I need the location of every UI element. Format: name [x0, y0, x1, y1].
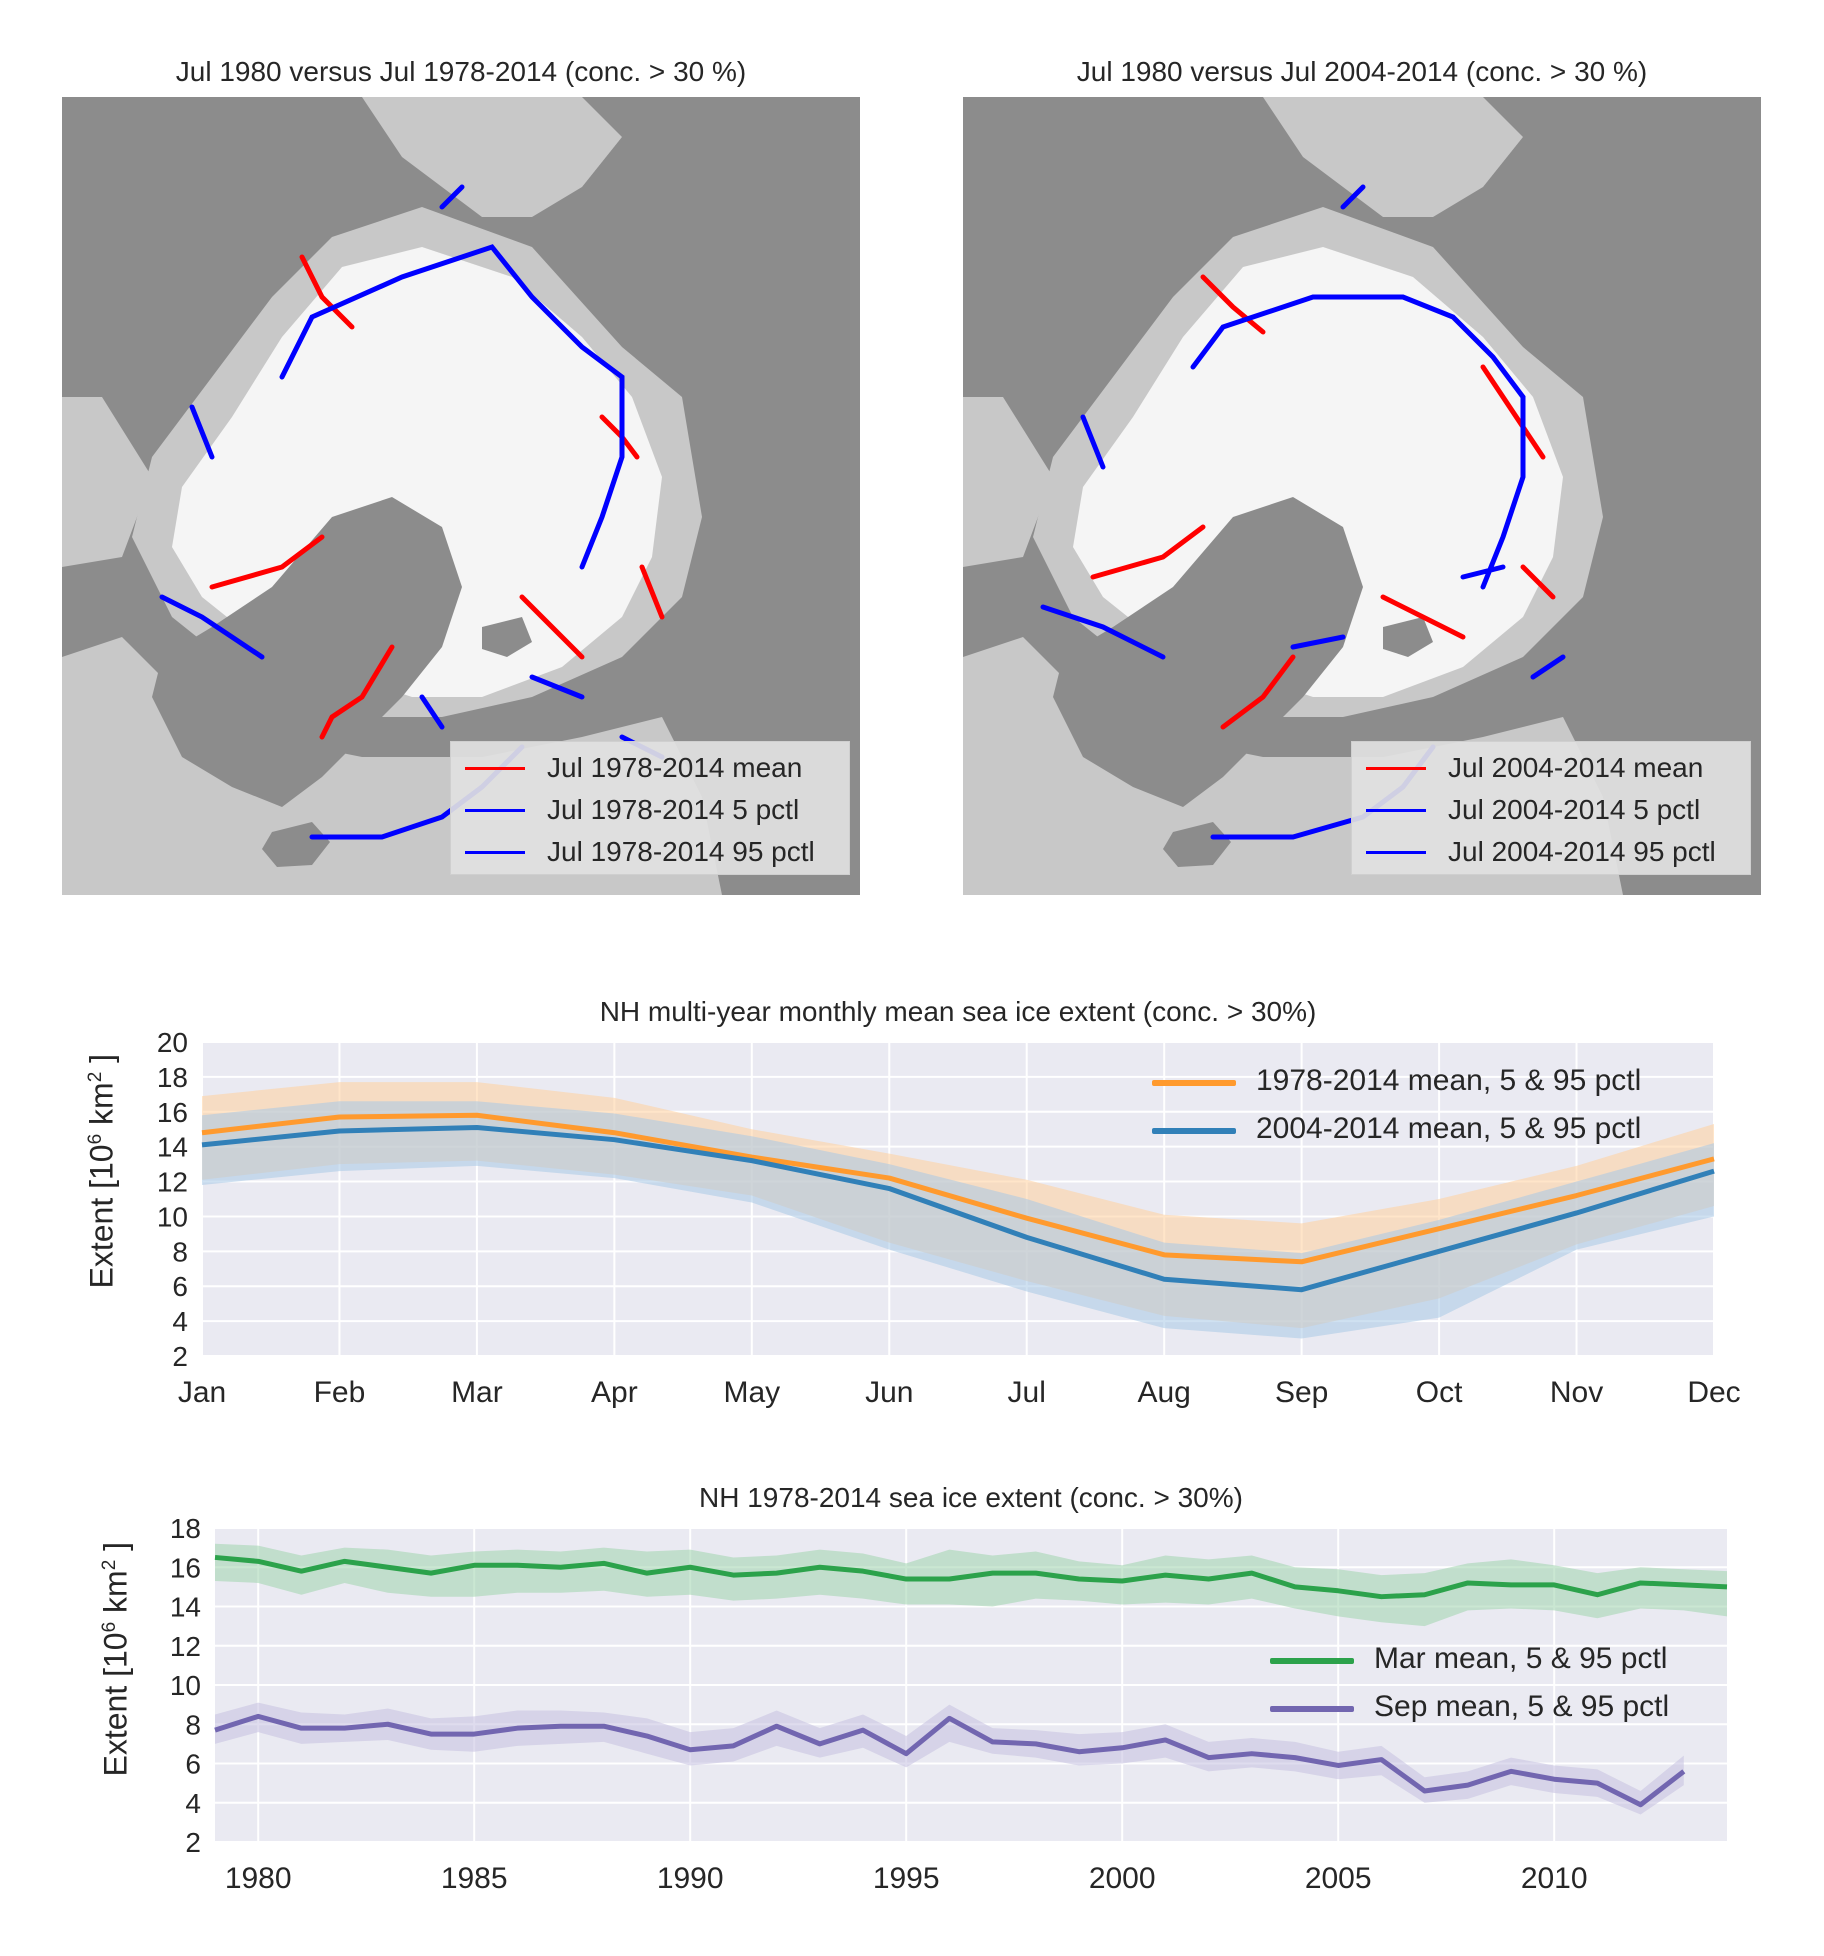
map-left-title: Jul 1980 versus Jul 1978-2014 (conc. > 3… — [175, 56, 747, 87]
series-line-1 — [201, 1124, 1715, 1293]
svalbard-landmass — [482, 617, 532, 657]
series-band-1 — [215, 1702, 1684, 1815]
x-tick-label: Apr — [591, 1376, 638, 1409]
series-line-0 — [201, 1112, 1715, 1265]
x-tick-label: Aug — [1137, 1376, 1190, 1409]
x-tick-label: Oct — [1416, 1376, 1463, 1409]
y-tick-label: 8 — [185, 1709, 201, 1740]
x-tick-label: 1985 — [441, 1862, 508, 1895]
ocean-hudson — [62, 397, 152, 567]
y-tick-label: 8 — [172, 1236, 188, 1267]
legend-label: Jul 1978-2014 95 pctl — [547, 836, 815, 867]
x-tick-label: Nov — [1550, 1376, 1603, 1409]
greenland-landmass — [152, 497, 462, 807]
map-right: Jul 2004-2014 mean Jul 2004-2014 5 pctl … — [963, 97, 1761, 895]
map-left-legend: Jul 1978-2014 mean Jul 1978-2014 5 pctl … — [450, 741, 850, 875]
legend-2004-swatch — [1152, 1128, 1236, 1134]
x-tick-label: Jun — [865, 1376, 913, 1409]
chart-annual: 2 4 6 8 10 12 14 16 18 1980 1985 1990 1995 2000 2005 20… — [170, 1513, 1728, 1895]
x-tick-label: Feb — [314, 1376, 366, 1409]
x-tick-label: 1990 — [657, 1862, 724, 1895]
legend-label: 1978-2014 mean, 5 & 95 pctl — [1256, 1064, 1642, 1097]
y-tick-label: 14 — [157, 1132, 188, 1163]
map-right-legend: Jul 2004-2014 mean Jul 2004-2014 5 pctl … — [1351, 741, 1751, 875]
legend-95pctl-swatch — [1366, 851, 1426, 854]
legend-mean-swatch — [1366, 767, 1426, 770]
x-tick-label: Mar — [451, 1376, 503, 1409]
y-tick-label: 12 — [170, 1631, 201, 1662]
x-tick-label: 2010 — [1521, 1862, 1588, 1895]
x-tick-label: May — [723, 1376, 780, 1409]
y-tick-label: 16 — [170, 1552, 201, 1583]
legend-label: Jul 2004-2014 mean — [1448, 752, 1704, 783]
x-tick-label: Jan — [178, 1376, 226, 1409]
iceland-landmass — [262, 822, 330, 867]
legend-95pctl-swatch — [465, 851, 525, 854]
x-tick-label: Dec — [1687, 1376, 1740, 1409]
x-tick-label: 1980 — [225, 1862, 292, 1895]
legend-label: 2004-2014 mean, 5 & 95 pctl — [1256, 1112, 1642, 1145]
x-tick-label: Jul — [1008, 1376, 1046, 1409]
chart-monthly-title: NH multi-year monthly mean sea ice exten… — [599, 996, 1317, 1027]
legend-label: Jul 1978-2014 mean — [547, 752, 803, 783]
series-line-1 — [214, 1713, 1686, 1808]
legend-sep-swatch — [1270, 1706, 1354, 1712]
legend-item: Jul 1978-2014 95 pctl — [451, 832, 849, 872]
legend-label: Jul 2004-2014 5 pctl — [1448, 794, 1701, 825]
legend-item: Jul 2004-2014 95 pctl — [1352, 832, 1750, 872]
x-tick-label: Sep — [1275, 1376, 1328, 1409]
ocean-hudson — [963, 397, 1053, 567]
y-tick-label: 10 — [157, 1201, 188, 1232]
y-tick-label: 6 — [172, 1271, 188, 1302]
legend-5pctl-swatch — [465, 809, 525, 812]
y-tick-label: 16 — [157, 1097, 188, 1128]
legend-item: Jul 2004-2014 5 pctl — [1352, 790, 1750, 830]
legend-item: Jul 2004-2014 mean — [1352, 748, 1750, 788]
legend-label: Sep mean, 5 & 95 pctl — [1374, 1690, 1670, 1723]
iceland-landmass — [1163, 822, 1231, 867]
legend-5pctl-swatch — [1366, 809, 1426, 812]
y-tick-label: 2 — [172, 1341, 188, 1372]
y-tick-label: 4 — [172, 1306, 188, 1337]
x-tick-label: 1995 — [873, 1862, 940, 1895]
legend-label: Jul 1978-2014 5 pctl — [547, 794, 800, 825]
y-tick-label: 4 — [185, 1788, 201, 1819]
y-tick-label: 2 — [185, 1827, 201, 1858]
legend-mean-swatch — [465, 767, 525, 770]
y-tick-label: 18 — [157, 1062, 188, 1093]
series-line-0 — [214, 1554, 1728, 1600]
y-tick-label: 20 — [157, 1027, 188, 1058]
y-tick-label: 12 — [157, 1167, 188, 1198]
svalbard-landmass — [1383, 617, 1433, 657]
ocean-north-pacific — [1263, 97, 1523, 217]
y-tick-label: 14 — [170, 1592, 201, 1623]
y-tick-label: 6 — [185, 1749, 201, 1780]
legend-label: Mar mean, 5 & 95 pctl — [1374, 1642, 1668, 1675]
greenland-landmass — [1053, 497, 1363, 807]
map-right-title: Jul 1980 versus Jul 2004-2014 (conc. > 3… — [1076, 56, 1648, 87]
legend-item: Jul 1978-2014 5 pctl — [451, 790, 849, 830]
ocean-north-pacific — [362, 97, 622, 217]
legend-label: Jul 2004-2014 95 pctl — [1448, 836, 1716, 867]
x-tick-label: 2000 — [1089, 1862, 1156, 1895]
map-left: Jul 1978-2014 mean Jul 1978-2014 5 pctl … — [62, 97, 860, 895]
legend-1978-swatch — [1152, 1080, 1236, 1086]
x-tick-label: 2005 — [1305, 1862, 1372, 1895]
legend-item: Jul 1978-2014 mean — [451, 748, 849, 788]
y-tick-label: 18 — [170, 1513, 201, 1544]
y-tick-label: 10 — [170, 1670, 201, 1701]
chart-annual-title: NH 1978-2014 sea ice extent (conc. > 30%… — [699, 1482, 1243, 1513]
legend-mar-swatch — [1270, 1658, 1354, 1664]
